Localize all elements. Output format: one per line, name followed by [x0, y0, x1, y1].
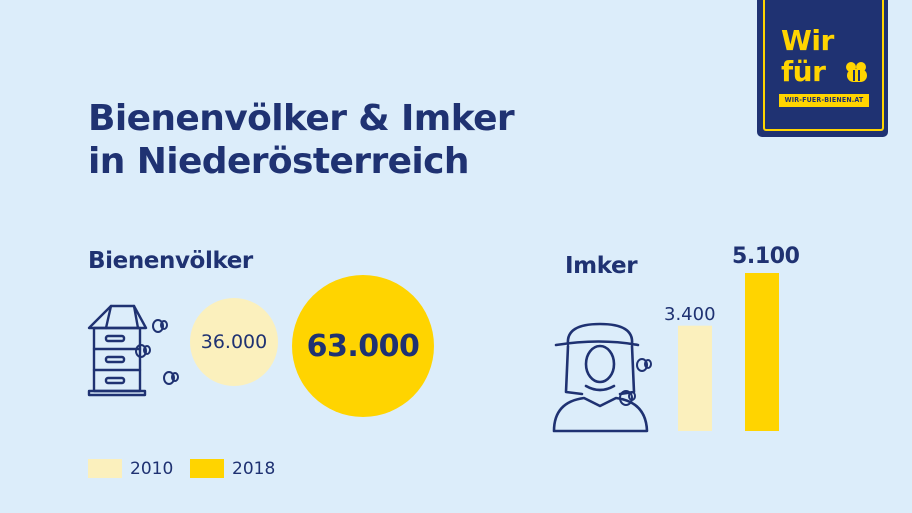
- logo-url: WIR-FUER-BIENEN.AT: [779, 94, 869, 107]
- imker-bar-2018: [745, 273, 779, 431]
- page-title-line-2: in Niederösterreich: [88, 141, 470, 182]
- logo-wir-text: Wir: [781, 24, 834, 57]
- beehive-icon: [87, 304, 179, 397]
- logo-bee-icon: [846, 62, 867, 82]
- logo-fuer-text: für: [781, 55, 826, 88]
- legend-swatch-2018: [190, 459, 224, 478]
- imker-bar-chart: [678, 273, 779, 431]
- legend-label-2018: 2018: [232, 459, 276, 479]
- legend-swatch-2010: [88, 459, 122, 478]
- imker-2018-value-label: 5.100: [732, 244, 800, 269]
- bienenvoelker-2018-circle: 63.000: [292, 275, 434, 417]
- wir-fuer-bienen-logo: Wir für WIR-FUER-BIENEN.AT: [757, 0, 888, 137]
- imker-heading: Imker: [565, 253, 638, 279]
- beekeeper-icon: [552, 322, 652, 433]
- logo-frame: [763, 0, 884, 131]
- imker-bar-2010: [678, 325, 712, 431]
- bienenvoelker-heading: Bienenvölker: [88, 248, 253, 274]
- bienenvoelker-2010-label: 36.000: [200, 331, 268, 353]
- imker-2010-value-label: 3.400: [664, 304, 716, 325]
- bienenvoelker-2010-circle: 36.000: [190, 298, 278, 386]
- legend-label-2010: 2010: [130, 459, 174, 479]
- bienenvoelker-2018-label: 63.000: [306, 328, 420, 364]
- page-title-line-1: Bienenvölker & Imker: [88, 98, 515, 139]
